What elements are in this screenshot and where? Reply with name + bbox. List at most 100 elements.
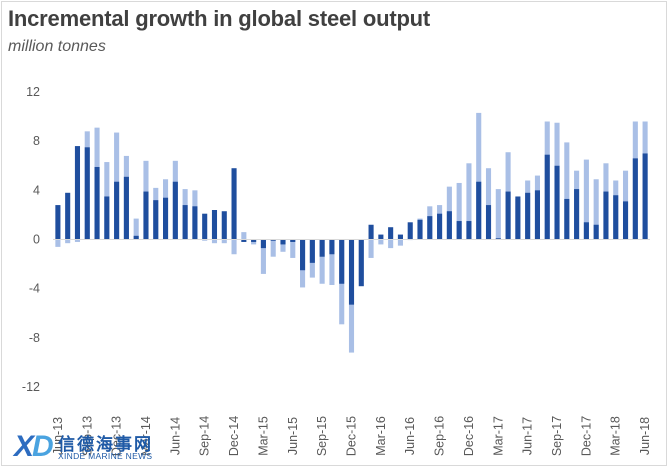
chart-subtitle: million tonnes (8, 38, 106, 55)
x-tick-label: Dec-14 (227, 416, 241, 456)
x-tick-label: Sep-17 (550, 416, 564, 456)
light-bar-Dec-16 (466, 163, 472, 240)
x-tick-label: Sep-15 (315, 416, 329, 456)
x-tick-label: Mar-16 (374, 416, 388, 456)
light-bar-May-15 (280, 239, 286, 252)
dark-bar-Jan-17 (476, 181, 482, 240)
x-tick-label: Jun-17 (521, 417, 535, 455)
dark-bar-Sep-16 (437, 213, 443, 240)
light-bar-Jan-15 (241, 232, 247, 240)
dark-bar-Dec-15 (348, 239, 355, 305)
x-tick-label: Jun-18 (638, 417, 652, 455)
dark-bar-Feb-14 (133, 235, 139, 240)
dark-bar-Sep-14 (202, 213, 208, 240)
y-tick-label: -8 (29, 331, 40, 345)
chart-title: Incremental growth in global steel outpu… (8, 6, 431, 31)
y-tick-label: -4 (29, 282, 40, 296)
dark-bar-May-16 (397, 234, 403, 240)
dark-bar-Nov-16 (456, 221, 462, 240)
light-bar-Dec-17 (583, 159, 589, 240)
dark-bar-Oct-16 (446, 211, 452, 240)
dark-bar-Jun-16 (407, 222, 413, 240)
light-bar-Mar-16 (378, 239, 384, 245)
light-bar-Jan-18 (593, 179, 599, 240)
dark-bar-Feb-16 (368, 224, 374, 240)
dark-bar-Apr-16 (388, 227, 394, 240)
light-bar-Jun-13 (55, 239, 61, 247)
dark-bar-May-15 (280, 239, 286, 245)
x-tick-label: Sep-13 (80, 416, 94, 456)
light-bar-Oct-17 (564, 142, 570, 240)
dark-bar-Aug-15 (309, 239, 315, 263)
light-bar-Jun-15 (290, 239, 296, 258)
x-tick-label: Jun-13 (51, 417, 65, 455)
light-bar-Feb-16 (368, 239, 374, 258)
dark-bar-Jul-15 (300, 239, 306, 271)
dark-bar-Jun-17 (525, 192, 531, 240)
dark-bar-Jul-17 (534, 190, 540, 240)
light-bar-Aug-13 (74, 239, 81, 242)
dark-bar-Jul-16 (417, 219, 423, 240)
dark-bar-Jan-14 (123, 176, 129, 240)
dark-bar-Apr-15 (270, 239, 276, 241)
x-tick-label: Sep-14 (198, 416, 212, 456)
x-tick-label: Mar-18 (609, 416, 623, 456)
dark-bar-Mar-14 (143, 191, 149, 240)
light-bar-Mar-15 (260, 239, 266, 274)
x-tick-label: Dec-13 (110, 416, 124, 456)
dark-bar-Jul-13 (65, 192, 71, 240)
dark-bar-Jun-14 (172, 181, 178, 240)
dark-bar-Jan-16 (358, 239, 364, 287)
x-tick-label: Dec-15 (345, 416, 359, 456)
dark-bar-Aug-17 (544, 154, 550, 240)
dark-bar-Aug-16 (427, 216, 433, 240)
dark-bar-Jun-15 (290, 239, 296, 242)
dark-bar-May-18 (632, 158, 638, 240)
dark-bar-Mar-16 (378, 234, 384, 240)
dark-bar-Dec-13 (114, 181, 120, 240)
dark-bar-Apr-17 (505, 191, 511, 240)
dark-bar-Sep-15 (319, 239, 325, 257)
dark-bar-May-14 (163, 197, 169, 240)
xinde-logo-icon: X D (12, 430, 54, 463)
dark-bar-Dec-14 (231, 168, 237, 240)
dark-bar-Oct-17 (564, 198, 570, 240)
light-bar-Nov-14 (221, 239, 227, 244)
y-tick-label: 8 (33, 134, 40, 148)
dark-bar-Feb-15 (251, 239, 257, 242)
dark-bar-Dec-17 (583, 222, 589, 240)
dark-bar-Nov-15 (339, 239, 345, 284)
x-tick-label: Jun-16 (403, 417, 417, 455)
x-tick-label: Mar-14 (139, 416, 153, 456)
light-bar-Feb-14 (133, 218, 139, 240)
dark-bar-Feb-18 (603, 191, 609, 240)
light-bar-Jan-17 (476, 112, 482, 240)
dark-bar-Feb-17 (485, 205, 492, 240)
dark-bar-May-17 (515, 196, 521, 240)
light-bar-Dec-14 (231, 239, 237, 255)
x-tick-label: Sep-16 (433, 416, 447, 456)
y-tick-label: 4 (33, 183, 40, 197)
dark-bar-Mar-17 (495, 238, 501, 240)
y-tick-label: 0 (33, 233, 40, 247)
light-bar-May-16 (397, 239, 403, 246)
dark-bar-Oct-15 (329, 239, 335, 255)
light-bar-Sep-15 (319, 239, 325, 284)
dark-bar-Dec-16 (466, 221, 472, 240)
watermark-chinese: 信德海事网 (58, 435, 153, 455)
light-bar-Feb-17 (485, 168, 492, 240)
svg-text:D: D (32, 430, 54, 463)
x-tick-label: Jun-15 (286, 417, 300, 455)
light-bar-Oct-14 (211, 239, 218, 244)
dark-bar-Sep-13 (84, 147, 90, 240)
dark-bar-Aug-14 (192, 206, 198, 240)
dark-bar-Nov-14 (221, 211, 227, 240)
light-bar-Oct-15 (329, 239, 335, 285)
dark-bar-Aug-13 (74, 146, 81, 240)
light-bar-Nov-16 (456, 182, 462, 240)
dark-bar-Oct-13 (94, 166, 100, 240)
x-tick-label: Mar-17 (491, 416, 505, 456)
light-bar-Sep-14 (202, 239, 208, 241)
x-tick-label: Mar-15 (256, 416, 270, 456)
